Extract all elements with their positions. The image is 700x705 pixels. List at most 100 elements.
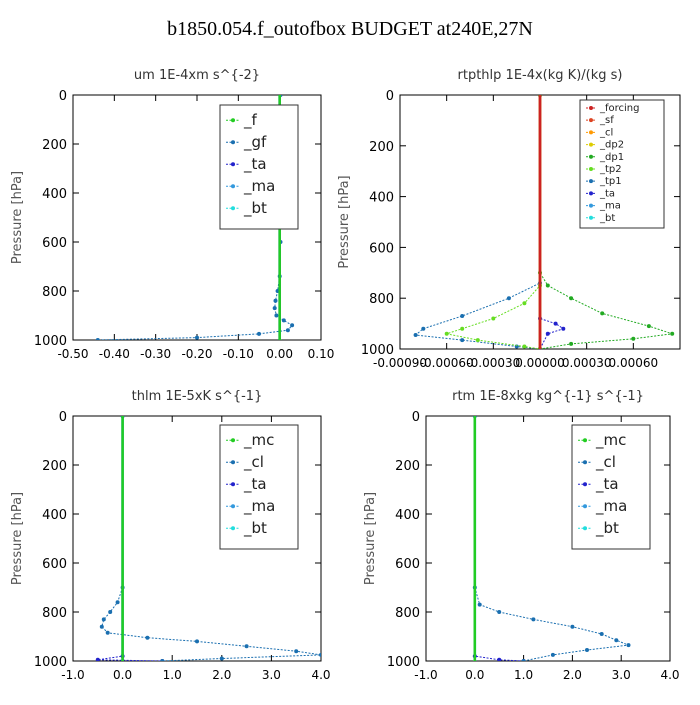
y-tick-label: 600: [395, 557, 420, 572]
legend-marker: [589, 179, 593, 184]
data-point: [105, 630, 110, 635]
series-line-ta: [97, 416, 163, 661]
legend-entry: _ta: [599, 188, 615, 199]
y-tick-label: 800: [369, 292, 394, 307]
data-point: [614, 638, 619, 643]
legend-marker: [231, 184, 235, 189]
x-tick-label: -1.0: [61, 668, 84, 682]
y-axis-label: Pressure [hPa]: [337, 175, 352, 268]
legend: _mc _cl _ta _ma _bt: [571, 424, 651, 550]
series-line-ta: [474, 416, 524, 661]
y-axis-label: Pressure [hPa]: [363, 492, 378, 585]
data-point: [278, 95, 282, 97]
data-point: [160, 659, 165, 661]
chart-title: um 1E-4xm s^{-2}: [134, 68, 260, 83]
data-point: [477, 602, 482, 607]
legend-entry: _tp2: [599, 164, 622, 175]
data-point: [522, 301, 527, 306]
series-line-ta: [539, 95, 565, 349]
data-point: [95, 338, 100, 340]
legend-marker: [589, 215, 593, 220]
legend-entry: _f: [243, 111, 258, 130]
y-tick-label: 400: [395, 508, 420, 523]
legend-box: [219, 104, 299, 230]
data-point: [670, 331, 675, 336]
y-tick-label: 200: [395, 459, 420, 474]
series-group: [472, 416, 631, 661]
plot-frame: [425, 415, 671, 662]
x-tick-label: 0.00000: [515, 356, 565, 370]
legend-marker: [589, 154, 593, 159]
data-point: [531, 617, 536, 622]
x-tick-label: -0.00060: [420, 356, 474, 370]
y-tick-label: 600: [42, 236, 67, 251]
legend-entry: _tp1: [599, 176, 622, 187]
x-tick-label: 0.00060: [609, 356, 659, 370]
data-point: [294, 649, 299, 654]
series-line-tp2: [444, 95, 541, 349]
data-point: [145, 635, 150, 640]
x-tick-label: 1.0: [514, 668, 533, 682]
legend-entry: _ta: [595, 475, 619, 494]
legend: _mc _cl _ta _ma _bt: [219, 424, 299, 550]
chart-panel-1: um 1E-4xm s^{-2} Pressure [hPa] -0.50 -0.40…: [10, 68, 334, 361]
legend-marker: [589, 142, 593, 147]
y-tick-label: 600: [369, 241, 394, 256]
data-point: [101, 617, 106, 622]
y-axis-label: Pressure [hPa]: [10, 492, 25, 585]
x-tick-label: -0.00090: [373, 356, 427, 370]
data-point: [522, 344, 527, 349]
legend-entry: _ma: [595, 497, 627, 516]
legend: _f _gf _ta _ma _bt: [219, 104, 299, 230]
data-point: [460, 314, 465, 318]
x-tick-label: -0.20: [181, 347, 212, 361]
data-point: [569, 296, 574, 301]
legend-marker: [583, 526, 587, 531]
legend-marker: [589, 191, 593, 196]
y-tick-label: 1000: [387, 655, 420, 670]
y-tick-label: 1000: [34, 334, 67, 349]
data-point: [475, 338, 480, 343]
data-point: [491, 316, 496, 321]
x-tick-label: 0.00: [266, 347, 293, 361]
data-point: [281, 318, 286, 323]
y-tick-label: 200: [42, 138, 67, 153]
legend-entry: _cl: [243, 453, 264, 472]
legend-entry: _bt: [243, 199, 267, 218]
legend-entry: _dp1: [599, 152, 624, 163]
data-point: [285, 328, 290, 333]
legend-marker: [589, 203, 593, 208]
data-point: [444, 331, 449, 336]
data-point: [600, 311, 605, 316]
x-tick-label: -1.0: [414, 668, 437, 682]
legend-entry: _cl: [595, 453, 616, 472]
x-tick-label: 4.0: [660, 668, 679, 682]
y-tick-label: 600: [42, 557, 67, 572]
data-point: [497, 657, 502, 661]
data-point: [626, 643, 631, 648]
y-tick-label: 400: [369, 191, 394, 206]
x-tick-label: 3.0: [612, 668, 631, 682]
chart-panel-4: rtm 1E-8xkg kg^{-1} s^{-1} Pressure [hPa]…: [363, 389, 680, 682]
legend-entry: _ma: [243, 497, 275, 516]
data-point: [553, 321, 558, 326]
legend-entry: _bt: [595, 519, 619, 538]
data-point: [460, 326, 465, 331]
series-group: [95, 416, 321, 661]
data-point: [278, 338, 282, 340]
legend-entry: _mc: [595, 431, 626, 450]
data-point: [244, 644, 249, 649]
legend-entry: _dp2: [599, 140, 624, 151]
x-tick-label: -0.10: [223, 347, 254, 361]
legend-entry: _bt: [243, 519, 267, 538]
chart-title: thlm 1E-5xK s^{-1}: [132, 389, 263, 404]
legend-entry: _ma: [599, 201, 621, 212]
plot-frame: [72, 415, 322, 662]
x-tick-label: -0.50: [57, 347, 88, 361]
legend-marker: [231, 504, 235, 509]
legend-marker: [583, 460, 587, 465]
legend-entry: _ta: [243, 155, 267, 174]
chart-panel-2: rtpthlp 1E-4x(kg K)/(kg s) Pressure [hPa]…: [337, 68, 681, 370]
data-point: [95, 657, 100, 661]
